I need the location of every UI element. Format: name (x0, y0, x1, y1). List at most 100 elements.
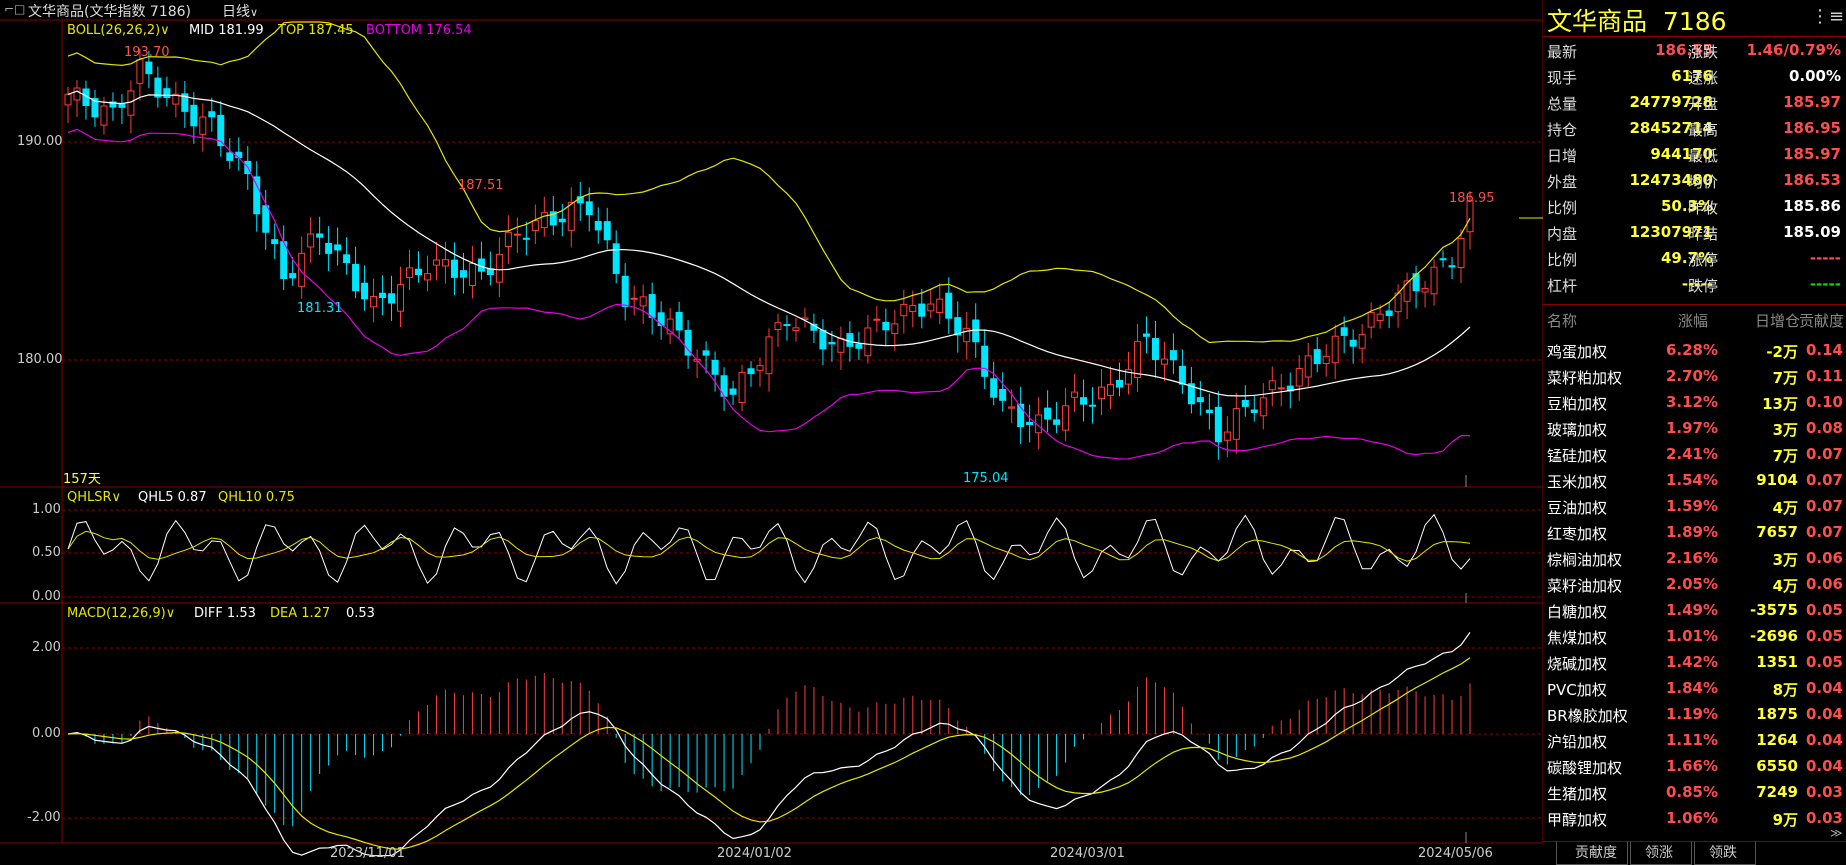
candle-down (1313, 349, 1321, 365)
contrib-oi: 7657 (1756, 523, 1798, 541)
candle-up (1098, 386, 1106, 400)
contrib-oi: 1351 (1756, 653, 1798, 671)
contrib-row[interactable]: 豆粕加权 3.12% 13万 0.10 (1543, 390, 1846, 416)
contrib-row[interactable]: 棕榈油加权 2.16% 3万 0.06 (1543, 546, 1846, 572)
candle-down (1439, 258, 1447, 261)
qhl10-value: QHL10 0.75 (218, 490, 295, 505)
contrib-row[interactable]: 玉米加权 1.54% 9104 0.07 (1543, 468, 1846, 494)
candle-down (253, 176, 261, 215)
boll-mid-line (67, 90, 1471, 397)
candle-down (1026, 421, 1034, 425)
contrib-row[interactable]: 锰硅加权 2.41% 7万 0.07 (1543, 442, 1846, 468)
candle-up (370, 295, 378, 308)
contrib-change: 1.84% (1665, 679, 1718, 697)
candle-up (1107, 383, 1115, 396)
col-header-contrib[interactable]: 贡献度 (1799, 312, 1845, 330)
quote-value: ----- (1681, 275, 1713, 293)
contrib-row[interactable]: 红枣加权 1.89% 7657 0.07 (1543, 520, 1846, 546)
page-title: 文华商品(文华指数 7186) (28, 4, 192, 20)
x-tick: 2024/05/06 (1418, 846, 1493, 861)
col-header-oi[interactable]: 日增仓 (1754, 312, 1800, 330)
candle-up (513, 233, 521, 236)
contrib-name: 沪铅加权 (1547, 733, 1608, 751)
candle-down (217, 114, 225, 147)
contrib-row[interactable]: 豆油加权 1.59% 4万 0.07 (1543, 494, 1846, 520)
contrib-row[interactable]: 烧碱加权 1.42% 1351 0.05 (1543, 650, 1846, 676)
quote-value: 50.3% (1660, 197, 1713, 215)
quote-value: 185.97 (1783, 145, 1841, 163)
col-header-change[interactable]: 涨幅 (1678, 312, 1709, 330)
boll-indicator-name[interactable]: BOLL(26,26,2)∨ (67, 23, 170, 38)
col-header-name[interactable]: 名称 (1547, 312, 1578, 330)
quote-value: 185.86 (1783, 197, 1841, 215)
candle-down (262, 205, 270, 233)
tab-contribution[interactable]: 贡献度 (1556, 842, 1628, 865)
candle-down (999, 388, 1007, 401)
candle-down (1214, 406, 1222, 443)
contrib-row[interactable]: 甲醇加权 1.06% 9万 0.03 (1543, 806, 1846, 832)
contrib-value: 0.08 (1805, 419, 1843, 437)
quote-value: 6176 (1671, 67, 1713, 85)
tab-leading-down[interactable]: 领跌 (1694, 842, 1756, 865)
scroll-down-icon[interactable]: ≫ (1830, 826, 1843, 840)
contrib-row[interactable]: 焦煤加权 1.01% -2696 0.05 (1543, 624, 1846, 650)
contrib-name: 菜籽油加权 (1547, 577, 1623, 595)
candle-up (900, 303, 908, 317)
low-annotation: 181.31 (297, 301, 343, 316)
contrib-row[interactable]: 鸡蛋加权 6.28% -2万 0.14 (1543, 338, 1846, 364)
candle-up (774, 322, 782, 331)
contrib-row[interactable]: 沪铅加权 1.11% 1264 0.04 (1543, 728, 1846, 754)
contrib-oi: 7万 (1772, 447, 1798, 465)
contrib-value: 0.06 (1805, 575, 1843, 593)
quote-value: ----- (1809, 249, 1841, 267)
candle-up (531, 220, 539, 232)
quote-value: 24779728 (1629, 93, 1714, 111)
quote-row: 内盘 12307971 昨结 185.09 (1543, 220, 1846, 246)
y-tick: 0.50 (32, 545, 61, 560)
contrib-value: 0.07 (1805, 497, 1843, 515)
contrib-row[interactable]: PVC加权 1.84% 8万 0.04 (1543, 676, 1846, 702)
window-icon[interactable]: ⌐□ (4, 2, 26, 16)
tab-leading-up[interactable]: 领涨 (1630, 842, 1692, 865)
candle-down (190, 104, 198, 127)
candle-down (334, 244, 342, 251)
high-annotation: 193.70 (124, 45, 170, 60)
contrib-oi: 13万 (1762, 395, 1798, 413)
candle-up (1124, 369, 1132, 385)
x-tick: 2023/11/01 (330, 846, 405, 861)
candle-up (738, 371, 746, 403)
candle-down (1448, 265, 1456, 268)
macd-indicator-name[interactable]: MACD(12,26,9)∨ (67, 606, 176, 621)
candle-up (1259, 397, 1267, 417)
candle-down (1169, 350, 1177, 361)
contrib-row[interactable]: 碳酸锂加权 1.66% 6550 0.04 (1543, 754, 1846, 780)
contrib-value: 0.07 (1805, 471, 1843, 489)
contrib-row[interactable]: 玻璃加权 1.97% 3万 0.08 (1543, 416, 1846, 442)
chart-canvas[interactable] (0, 0, 1543, 864)
boll-mid-value: MID 181.99 (189, 23, 264, 38)
quote-key: 速涨 (1688, 69, 1719, 87)
candle-up (1304, 355, 1312, 378)
contrib-name: 生猪加权 (1547, 785, 1608, 803)
candle-up (756, 365, 764, 371)
contrib-change: 2.16% (1665, 549, 1718, 567)
contrib-change: 6.28% (1665, 341, 1718, 359)
candle-down (118, 103, 126, 108)
contrib-name: 豆粕加权 (1547, 395, 1608, 413)
period-selector[interactable]: 日线∨ (222, 1, 258, 21)
contrib-row[interactable]: 菜籽粕加权 2.70% 7万 0.11 (1543, 364, 1846, 390)
candle-down (1340, 327, 1348, 336)
macd-histogram (76, 672, 1471, 827)
qhl-indicator-name[interactable]: QHLSR∨ (67, 490, 122, 505)
contrib-name: 玉米加权 (1547, 473, 1608, 491)
quote-key: 均价 (1688, 173, 1719, 191)
contrib-row[interactable]: BR橡胶加权 1.19% 1875 0.04 (1543, 702, 1846, 728)
candle-down (918, 303, 926, 317)
candle-up (792, 327, 800, 332)
contrib-row[interactable]: 菜籽油加权 2.05% 4万 0.06 (1543, 572, 1846, 598)
contrib-row[interactable]: 白糖加权 1.49% -3575 0.05 (1543, 598, 1846, 624)
contrib-change: 1.54% (1665, 471, 1718, 489)
candle-up (639, 296, 647, 307)
list-icon[interactable]: ⋮≡ (1811, 6, 1845, 27)
contrib-row[interactable]: 生猪加权 0.85% 7249 0.03 (1543, 780, 1846, 806)
